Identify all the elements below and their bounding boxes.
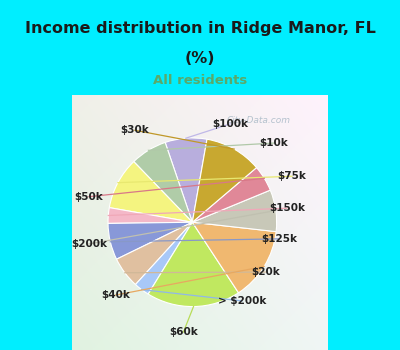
Wedge shape: [192, 190, 277, 232]
Wedge shape: [134, 142, 192, 222]
Text: $200k: $200k: [71, 239, 107, 249]
Wedge shape: [116, 222, 192, 285]
Wedge shape: [136, 222, 192, 294]
Wedge shape: [109, 162, 192, 222]
Text: $125k: $125k: [261, 234, 297, 244]
Text: (%): (%): [185, 51, 215, 66]
Text: $75k: $75k: [278, 171, 306, 181]
Text: $30k: $30k: [120, 125, 149, 135]
Text: City-Data.com: City-Data.com: [227, 116, 291, 125]
Wedge shape: [192, 168, 270, 222]
Text: $60k: $60k: [169, 327, 198, 337]
Text: $20k: $20k: [251, 267, 280, 277]
Text: $10k: $10k: [260, 138, 288, 148]
Wedge shape: [165, 138, 207, 222]
Wedge shape: [108, 208, 192, 223]
Text: $150k: $150k: [269, 203, 305, 213]
Text: $40k: $40k: [101, 290, 130, 300]
Wedge shape: [108, 222, 192, 259]
Wedge shape: [192, 222, 276, 293]
Text: > $200k: > $200k: [218, 296, 266, 306]
Text: All residents: All residents: [153, 74, 247, 87]
Wedge shape: [148, 222, 238, 307]
Text: $100k: $100k: [212, 119, 248, 129]
Text: $50k: $50k: [74, 192, 103, 202]
Wedge shape: [192, 139, 256, 222]
Text: Income distribution in Ridge Manor, FL: Income distribution in Ridge Manor, FL: [24, 21, 376, 36]
